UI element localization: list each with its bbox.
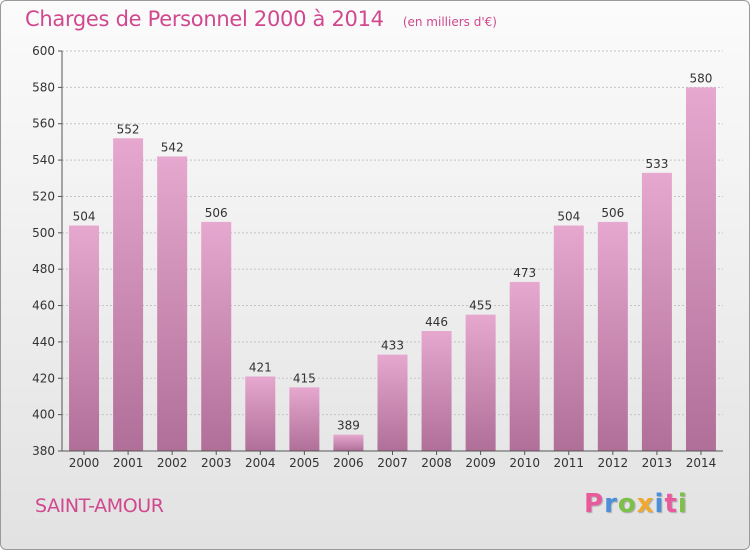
x-tick-label: 2013 [642, 456, 673, 470]
bar [113, 138, 144, 452]
y-tick-label: 380 [32, 444, 55, 458]
x-tick-label: 2006 [333, 456, 364, 470]
chart-subtitle: (en milliers d'€) [402, 15, 497, 29]
logo-letter: t [664, 489, 678, 519]
x-tick-label: 2005 [289, 456, 320, 470]
bar [377, 354, 408, 451]
city-name: SAINT-AMOUR [35, 495, 164, 517]
x-tick-label: 2002 [157, 456, 188, 470]
bar [685, 87, 716, 451]
bar-value-label: 421 [249, 360, 272, 374]
y-tick-label: 560 [32, 117, 55, 131]
bar-value-label: 580 [690, 71, 713, 85]
bar-value-label: 433 [381, 339, 404, 353]
bar [465, 314, 496, 451]
bar [69, 225, 100, 451]
x-tick-label: 2012 [598, 456, 629, 470]
y-tick-label: 580 [32, 80, 55, 94]
chart-title-block: Charges de Personnel 2000 à 2014 (en mil… [25, 7, 497, 31]
y-tick-label: 480 [32, 262, 55, 276]
x-tick-label: 2001 [113, 456, 144, 470]
bar-value-label: 542 [161, 140, 184, 154]
x-tick-label: 2011 [553, 456, 584, 470]
y-tick-label: 600 [32, 44, 55, 58]
y-tick-label: 440 [32, 335, 55, 349]
bar-value-label: 533 [645, 157, 668, 171]
bar-value-label: 552 [117, 122, 140, 136]
y-tick-label: 400 [32, 408, 55, 422]
x-tick-label: 2009 [465, 456, 496, 470]
x-tick-label: 2014 [686, 456, 717, 470]
y-tick-label: 520 [32, 189, 55, 203]
proxiti-logo[interactable]: Proxiti [584, 489, 688, 519]
axes: 380 400 420 440 460 480 500 520 540 560 580 600 2000… [32, 44, 723, 470]
x-tick-label: 2003 [201, 456, 232, 470]
bar-value-label: 506 [205, 206, 228, 220]
bar-value-label: 504 [557, 210, 580, 224]
logo-letter: r [604, 489, 618, 519]
bar-value-label: 506 [601, 206, 624, 220]
y-tick-label: 420 [32, 371, 55, 385]
bar-value-label: 473 [513, 266, 536, 280]
bar-value-label: 455 [469, 299, 492, 313]
logo-letter: P [584, 489, 605, 519]
x-tick-label: 2008 [421, 456, 452, 470]
bar [509, 281, 540, 451]
x-tick-label: 2010 [509, 456, 540, 470]
bar-value-label: 389 [337, 419, 360, 433]
bar [333, 434, 364, 451]
bar [597, 221, 628, 451]
bar [245, 376, 276, 451]
bar [289, 387, 320, 451]
y-tick-label: 540 [32, 153, 55, 167]
y-tick-label: 500 [32, 226, 55, 240]
bar [421, 331, 452, 451]
chart-title: Charges de Personnel 2000 à 2014 [25, 7, 384, 31]
bar [201, 221, 232, 451]
bar [641, 172, 672, 451]
x-tick-label: 2004 [245, 456, 276, 470]
bar [553, 225, 584, 451]
logo-letter: o [617, 489, 637, 519]
x-tick-label: 2000 [69, 456, 100, 470]
bars: 504 552 542 506 421 415 389 433 446 455 473 504 506 5… [69, 71, 716, 452]
logo-letter: x [636, 489, 655, 519]
logo-letter: i [654, 489, 665, 519]
y-tick-label: 460 [32, 299, 55, 313]
bar-value-label: 446 [425, 315, 448, 329]
bar [157, 156, 188, 452]
x-tick-label: 2007 [377, 456, 408, 470]
bar-value-label: 415 [293, 371, 316, 385]
logo-letter: i [677, 489, 688, 519]
bar-value-label: 504 [73, 210, 96, 224]
